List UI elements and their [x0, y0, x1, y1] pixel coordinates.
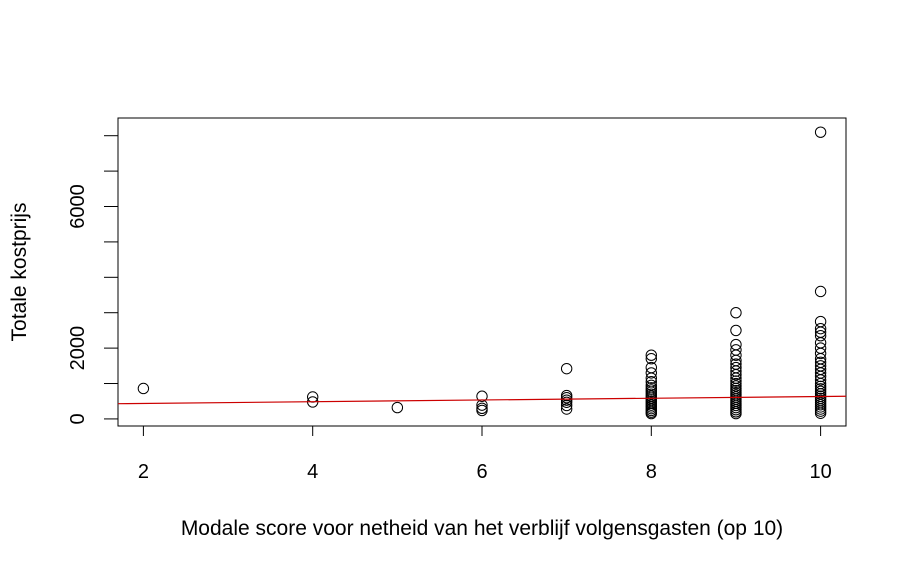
x-axis-label: Modale score voor netheid van het verbli… [181, 517, 783, 540]
x-tick-label: 2 [138, 461, 149, 483]
data-point [645, 353, 658, 365]
x-tick-label: 4 [307, 461, 318, 483]
data-point [814, 374, 827, 386]
data-point [560, 399, 573, 412]
x-tick-label: 10 [809, 461, 831, 483]
data-point [560, 362, 573, 375]
data-point [730, 380, 742, 392]
y-tick-label: 0 [67, 413, 89, 424]
data-points [137, 126, 827, 420]
data-point [730, 407, 742, 420]
x-tick-label: 8 [646, 461, 657, 483]
data-point [730, 368, 742, 381]
data-point [730, 307, 742, 319]
data-point [645, 349, 658, 361]
data-point [560, 391, 573, 404]
data-point [730, 377, 742, 390]
data-point [814, 407, 827, 419]
x-axis: 2 4 6 8 10 [138, 425, 832, 483]
data-point [814, 285, 827, 298]
data-point [476, 404, 488, 417]
data-point [645, 372, 658, 384]
y-axis: 0 2000 6000 [67, 135, 119, 424]
data-point [645, 367, 658, 379]
data-point [814, 383, 827, 395]
x-tick-label: 6 [476, 461, 487, 483]
data-point [137, 382, 150, 395]
y-tick-label: 6000 [67, 184, 89, 229]
data-point [560, 396, 573, 408]
data-point [730, 349, 742, 361]
data-point [645, 407, 658, 420]
data-point [814, 347, 827, 360]
data-point [814, 322, 827, 335]
data-point [476, 390, 488, 402]
y-axis-label: Totale kostprijs [8, 203, 31, 342]
y-tick-label: 2000 [67, 326, 89, 371]
data-point [730, 324, 742, 337]
data-point [814, 330, 827, 342]
data-point [814, 388, 827, 400]
regression-line [117, 395, 847, 405]
data-point [814, 126, 827, 138]
data-point [560, 403, 573, 415]
data-point [391, 401, 404, 414]
data-point [645, 379, 658, 391]
data-point [730, 375, 742, 387]
